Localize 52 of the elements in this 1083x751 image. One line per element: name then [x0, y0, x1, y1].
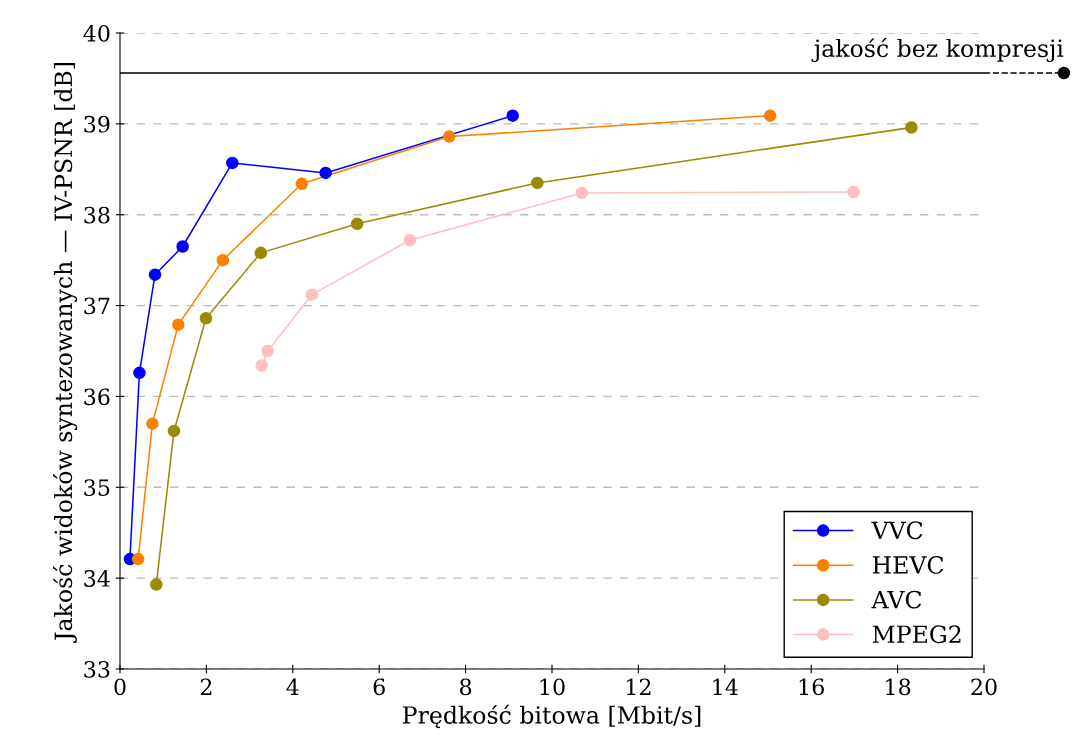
x-tick-label: 12 — [626, 678, 651, 695]
y-tick-label: 40 — [83, 24, 110, 42]
x-tick-label: 20 — [971, 678, 997, 696]
point — [133, 366, 146, 380]
point — [146, 417, 159, 430]
x-tick-label: 8 — [460, 678, 472, 696]
x-tick-label: 16 — [799, 678, 824, 696]
x-axis-title: Prędkość bitowa [Mbit/s] — [403, 704, 701, 729]
point — [176, 240, 189, 253]
point — [847, 185, 860, 199]
ref-line-label: jakość bez kompresji — [811, 37, 1064, 63]
point — [261, 344, 274, 358]
legend-label: HEVC — [872, 556, 944, 574]
point — [763, 109, 777, 122]
y-axis-title: Jakość widoków syntezowanych — IV-PSNR [dB] — [53, 63, 78, 643]
y-tick-label: 39 — [84, 115, 110, 133]
x-tick-label: 2 — [200, 678, 212, 695]
point — [254, 246, 268, 260]
point — [506, 109, 519, 122]
point — [442, 130, 456, 143]
point — [295, 177, 309, 191]
legend-label: MPEG2 — [872, 625, 961, 644]
point — [172, 318, 185, 331]
legend-label: AVC — [871, 590, 922, 609]
y-tick-label: 37 — [84, 297, 110, 315]
y-tick-label: 38 — [84, 206, 110, 224]
x-tick-label: 14 — [713, 678, 738, 695]
x-tick-label: 6 — [373, 678, 385, 696]
y-tick-label: 34 — [84, 570, 110, 587]
x-tick-label: 10 — [540, 678, 565, 696]
point — [305, 288, 319, 301]
point — [199, 312, 213, 325]
point — [350, 217, 364, 231]
point — [531, 176, 544, 190]
legend-label: VVC — [871, 521, 923, 540]
point — [131, 552, 145, 566]
point — [216, 253, 230, 267]
point — [226, 156, 239, 170]
point — [167, 424, 181, 438]
point — [905, 121, 918, 134]
point — [148, 268, 162, 281]
x-tick-label: 4 — [286, 678, 299, 695]
y-tick-label: 33 — [84, 660, 110, 678]
point — [319, 166, 332, 180]
point — [403, 233, 417, 247]
point — [575, 186, 589, 200]
point — [255, 359, 268, 372]
x-tick-label: 18 — [886, 678, 911, 696]
point — [150, 578, 163, 591]
y-tick-label: 35 — [84, 479, 110, 497]
y-tick-label: 36 — [84, 388, 110, 406]
x-tick-label: 0 — [114, 678, 126, 696]
